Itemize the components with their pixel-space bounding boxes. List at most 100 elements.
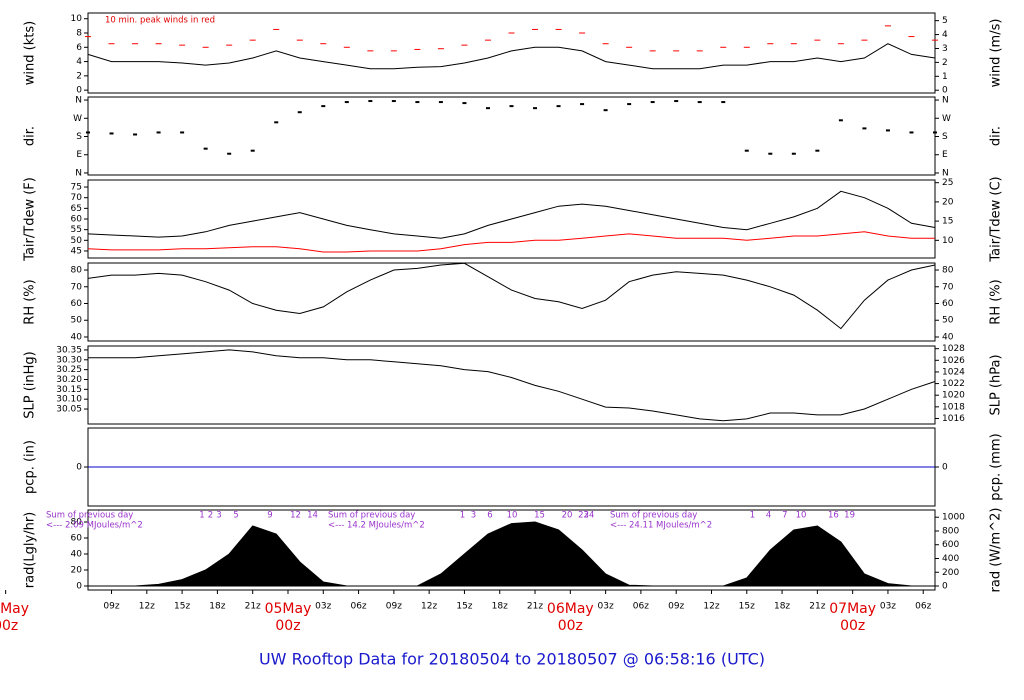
y2-tick-label: 1020 (942, 391, 965, 401)
y-tick-label: 60 (71, 534, 83, 544)
y-tick-label: 65 (71, 204, 82, 214)
x-tick-label: 12z (703, 602, 719, 612)
date-time-label: 00z (558, 618, 583, 634)
y-tick-label: 30.15 (56, 385, 82, 395)
data-line (87, 262, 936, 330)
x-tick-label: 09z (386, 602, 402, 612)
y-tick-label: 0 (76, 463, 82, 473)
y2-tick-label: 200 (942, 568, 959, 578)
y2-tick-label: 1028 (942, 344, 965, 354)
y-tick-label: 30.30 (56, 355, 82, 365)
y2-axis-label: dir. (989, 126, 1004, 146)
direction-point (438, 101, 443, 104)
chart-title: UW Rooftop Data for 20180504 to 20180507… (259, 650, 765, 669)
hour-mark: 23 (578, 511, 589, 521)
x-tick-label: 15z (739, 602, 755, 612)
y-tick-label: 40 (71, 332, 83, 342)
x-tick-label: 21z (245, 602, 261, 612)
hour-mark: 12 (290, 511, 301, 521)
direction-point (415, 101, 420, 104)
direction-point (885, 129, 890, 132)
direction-point (133, 133, 138, 136)
hour-mark: 19 (844, 511, 855, 521)
direction-point (203, 147, 208, 150)
direction-point (86, 131, 90, 134)
data-line (88, 349, 936, 422)
y-tick-label: 80 (71, 266, 83, 276)
data-line (87, 231, 935, 253)
x-tick-label: 06z (350, 602, 366, 612)
x-tick-label: 09z (103, 602, 119, 612)
y2-axis-label: SLP (hPa) (989, 354, 1004, 415)
y-tick-label: 30.25 (56, 365, 82, 375)
radiation-area (88, 521, 935, 587)
direction-point (509, 105, 514, 108)
y2-tick-label: 10 (942, 236, 954, 246)
x-tick-label: 15z (174, 602, 190, 612)
y2-tick-label: N (942, 96, 949, 106)
y-tick-label: 30.05 (56, 405, 82, 415)
y2-axis-label: RH (%) (989, 279, 1004, 324)
direction-point (274, 121, 279, 124)
direction-point (933, 131, 937, 134)
hour-mark: 7 (782, 511, 787, 521)
hour-mark: 16 (828, 511, 839, 521)
y-axis-label: dir. (23, 126, 38, 146)
y2-tick-label: 1018 (942, 402, 965, 412)
y-tick-label: 60 (71, 215, 83, 225)
direction-point (862, 127, 867, 130)
y2-tick-label: 600 (942, 540, 959, 550)
y2-tick-label: 5 (942, 16, 948, 26)
x-tick-label: 03z (880, 602, 896, 612)
y2-tick-label: 80 (942, 266, 954, 276)
y-tick-label: 70 (71, 282, 83, 292)
hour-mark: 5 (233, 511, 238, 521)
y-axis-label: SLP (inHg) (23, 351, 38, 419)
direction-point (368, 100, 373, 103)
y2-tick-label: 400 (942, 554, 959, 564)
y-tick-label: 30.35 (56, 345, 82, 355)
panel-frame (87, 12, 936, 94)
hour-mark: 1 (460, 511, 465, 521)
y-tick-label: 80 (71, 518, 83, 528)
direction-point (791, 152, 796, 155)
direction-point (580, 103, 585, 106)
daily-sum-heading: Sum of previous day (328, 511, 415, 521)
hour-mark: 6 (487, 511, 492, 521)
hour-mark: 14 (307, 511, 318, 521)
y2-tick-label: N (942, 168, 949, 178)
x-tick-label: 09z (668, 602, 684, 612)
y2-tick-label: 50 (942, 316, 954, 326)
direction-point (909, 131, 914, 134)
direction-point (297, 111, 302, 114)
y2-tick-label: 1022 (942, 379, 965, 389)
date-label: 07May (829, 601, 876, 617)
panel-frame (87, 345, 936, 425)
y-tick-label: 10 (71, 14, 83, 24)
date-time-label: 00z (840, 618, 865, 634)
y2-tick-label: 0 (942, 86, 948, 96)
direction-point (627, 103, 632, 106)
y2-tick-label: 70 (942, 282, 954, 292)
date-time-label: 00z (0, 618, 18, 634)
y-tick-label: 75 (71, 183, 82, 193)
direction-point (321, 105, 326, 108)
y-tick-label: 6 (76, 43, 82, 53)
panel-frame (87, 509, 936, 591)
direction-point (344, 101, 349, 104)
y-tick-label: 30.10 (56, 395, 82, 405)
y-tick-label: 30.20 (56, 375, 82, 385)
direction-point (838, 119, 843, 122)
direction-point (533, 107, 538, 110)
y-tick-label: 40 (71, 550, 83, 560)
y-tick-label: 55 (71, 225, 82, 235)
y-axis-label: RH (%) (23, 279, 38, 324)
y2-tick-label: E (942, 150, 948, 160)
y2-tick-label: S (942, 132, 948, 142)
annotation: 10 min. peak winds in red (105, 16, 215, 26)
x-tick-label: 03z (315, 602, 331, 612)
y2-tick-label: 60 (942, 299, 954, 309)
y2-tick-label: 1026 (942, 356, 965, 366)
y2-axis-label: rad (W/m^2) (989, 508, 1004, 593)
y2-tick-label: 800 (942, 526, 959, 536)
